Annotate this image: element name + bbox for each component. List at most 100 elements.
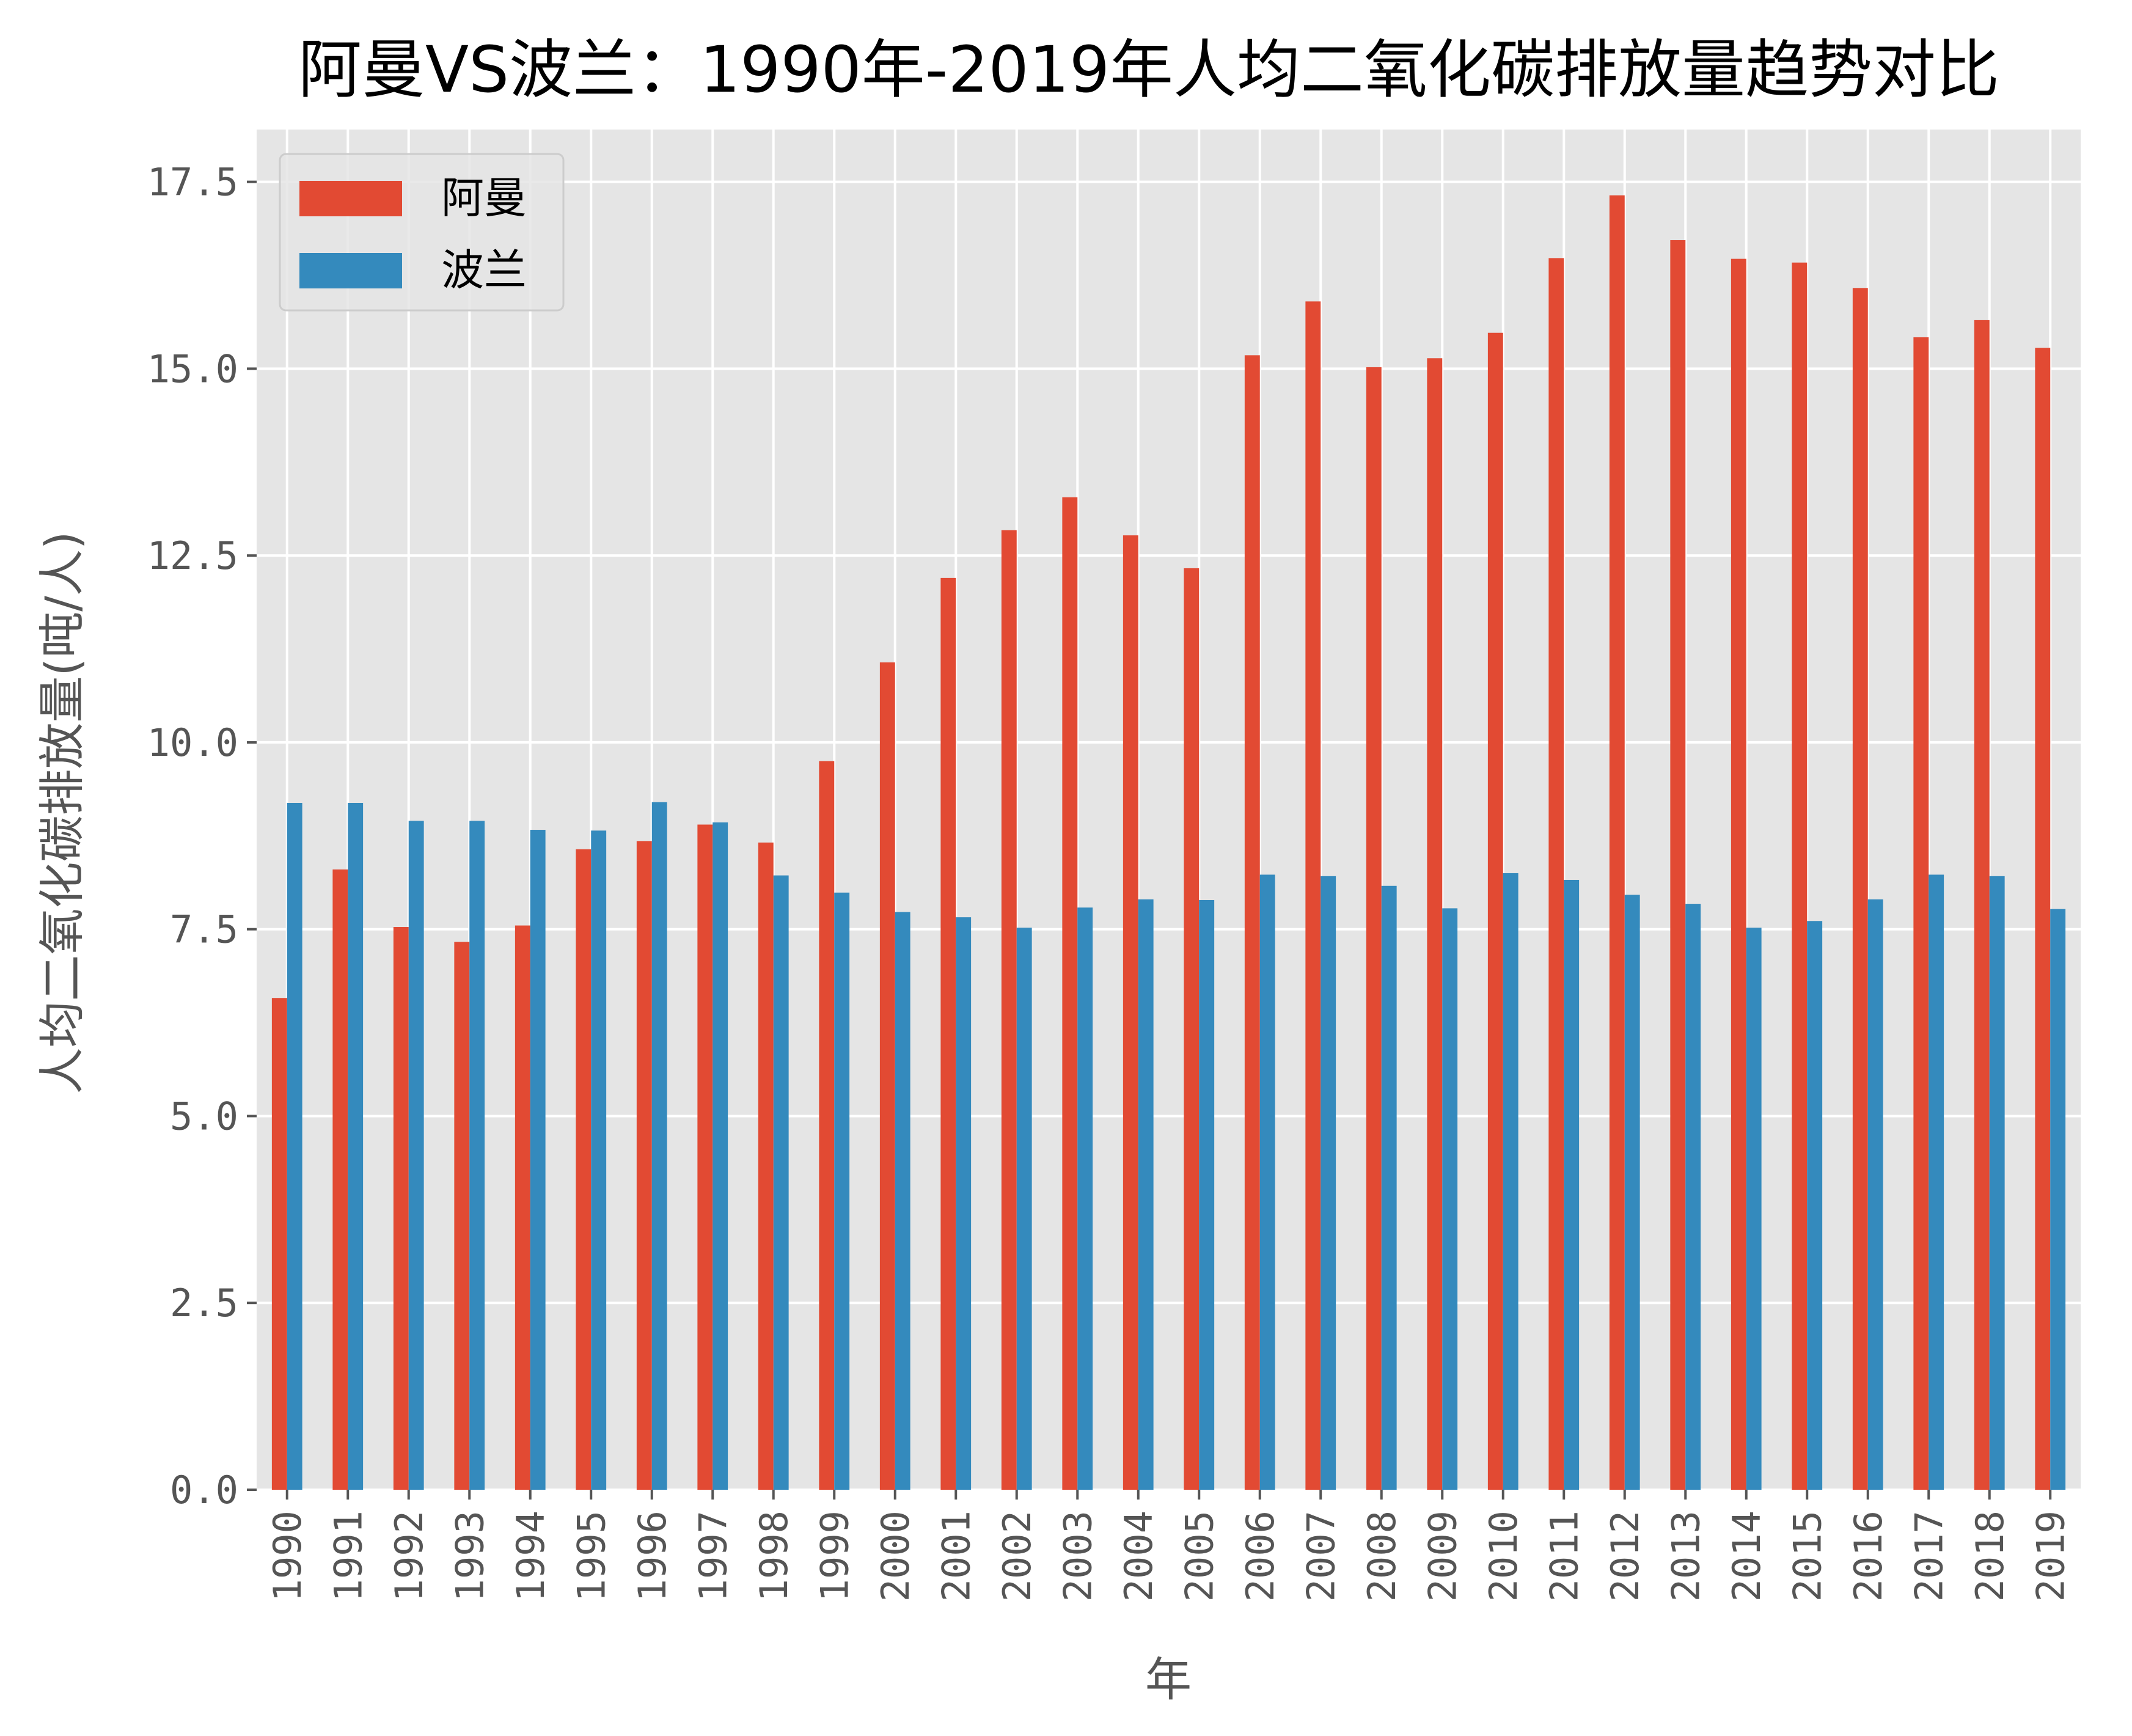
- bar: [1867, 899, 1883, 1490]
- bar: [758, 842, 774, 1490]
- bar: [1487, 332, 1503, 1490]
- bar: [1731, 258, 1746, 1490]
- x-tick-label: 2001: [934, 1511, 978, 1602]
- legend-label: 波兰: [441, 245, 527, 295]
- y-tick-label: 7.5: [170, 907, 238, 952]
- bar: [712, 822, 728, 1490]
- bar: [1685, 904, 1701, 1490]
- x-tick-label: 2017: [1907, 1511, 1951, 1602]
- bar: [1016, 928, 1032, 1490]
- x-tick-label: 1998: [752, 1511, 796, 1602]
- x-tick-label: 2008: [1360, 1511, 1404, 1602]
- bar: [1321, 876, 1336, 1490]
- bar: [591, 830, 607, 1490]
- bar: [1259, 874, 1275, 1490]
- x-tick-label: 1999: [812, 1511, 857, 1602]
- legend-swatch: [299, 253, 402, 288]
- x-tick-label: 2004: [1116, 1511, 1161, 1602]
- bar: [773, 875, 789, 1490]
- bar: [1746, 928, 1762, 1490]
- bar: [1670, 240, 1686, 1490]
- x-tick-label: 2007: [1299, 1511, 1343, 1602]
- bar: [530, 830, 546, 1490]
- x-tick-label: 2010: [1481, 1511, 1526, 1602]
- bar: [1427, 358, 1443, 1490]
- bar: [879, 662, 895, 1490]
- bar: [1548, 258, 1564, 1490]
- x-tick-label: 1997: [691, 1511, 735, 1602]
- bar: [1001, 530, 1017, 1490]
- bar: [1564, 879, 1580, 1490]
- bar: [1852, 288, 1868, 1490]
- y-axis-label: 人均二氧化碳排放量(吨/人): [35, 532, 89, 1094]
- bar: [1792, 262, 1808, 1490]
- bar: [469, 821, 485, 1490]
- y-tick-label: 2.5: [170, 1281, 238, 1325]
- bar: [2035, 348, 2051, 1490]
- bar: [393, 927, 409, 1490]
- bar: [1077, 907, 1093, 1490]
- x-tick-label: 1992: [387, 1511, 431, 1602]
- x-tick-label: 1993: [447, 1511, 492, 1602]
- chart-title: 阿曼VS波兰：1990年-2019年人均二氧化碳排放量趋势对比: [298, 32, 1999, 107]
- bar: [1123, 535, 1138, 1490]
- bar: [515, 925, 530, 1490]
- y-tick-label: 17.5: [147, 160, 238, 205]
- x-tick-label: 2000: [873, 1511, 918, 1602]
- bar: [348, 802, 364, 1490]
- x-tick-label: 2014: [1724, 1511, 1769, 1602]
- bar: [1305, 301, 1321, 1490]
- bar: [1989, 876, 2005, 1490]
- x-tick-label: 2006: [1238, 1511, 1283, 1602]
- x-tick-label: 1990: [265, 1511, 310, 1602]
- series-poland: [287, 802, 2066, 1490]
- y-tick-label: 10.0: [147, 720, 238, 765]
- x-axis-label: 年: [1145, 1652, 1192, 1707]
- x-tick-label: 2009: [1420, 1511, 1465, 1602]
- bar: [651, 802, 667, 1490]
- bar: [834, 892, 850, 1490]
- bar: [819, 761, 835, 1490]
- bar: [1244, 355, 1260, 1490]
- x-tick-label: 2016: [1846, 1511, 1891, 1602]
- legend-label: 阿曼: [441, 173, 527, 223]
- bar: [287, 802, 302, 1490]
- bar: [1366, 367, 1382, 1490]
- bar: [1974, 320, 1990, 1490]
- plot-area: 0.0 2.5 5.0 7.5 10.0 12.5 15.0 17.5 1990 1991 1992…: [147, 130, 2081, 1602]
- bar: [1381, 885, 1397, 1490]
- bar: [895, 912, 910, 1490]
- bar: [940, 577, 956, 1490]
- x-tick-label: 2018: [1968, 1511, 2012, 1602]
- y-tick-label: 0.0: [170, 1468, 238, 1512]
- x-tick-label: 1995: [569, 1511, 614, 1602]
- x-tick-label: 2002: [995, 1511, 1039, 1602]
- bar: [332, 869, 348, 1490]
- bar: [697, 824, 713, 1490]
- y-tick-label: 12.5: [147, 533, 238, 578]
- x-tick-label: 2019: [2028, 1511, 2073, 1602]
- x-tick-label: 2013: [1663, 1511, 1708, 1602]
- plot-background: [257, 130, 2081, 1490]
- x-tick-label: 1991: [326, 1511, 370, 1602]
- bar: [1807, 921, 1823, 1490]
- bar: [1503, 873, 1518, 1490]
- bar: [636, 841, 652, 1490]
- bar: [576, 849, 592, 1490]
- bar: [1062, 497, 1078, 1490]
- x-tick-label: 2005: [1177, 1511, 1222, 1602]
- bar: [408, 821, 424, 1490]
- x-tick-label: 1994: [508, 1511, 553, 1602]
- bar: [1138, 899, 1154, 1490]
- bar: [271, 998, 287, 1490]
- bar: [1913, 337, 1929, 1490]
- legend-swatch: [299, 181, 402, 216]
- bar: [2050, 909, 2066, 1490]
- y-tick-label: 5.0: [170, 1094, 238, 1138]
- bar: [956, 917, 972, 1490]
- x-tick-label: 2015: [1785, 1511, 1830, 1602]
- y-tick-label: 15.0: [147, 346, 238, 391]
- bar: [1624, 895, 1640, 1490]
